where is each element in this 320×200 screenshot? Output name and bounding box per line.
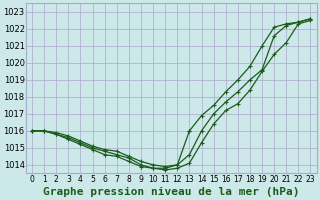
- X-axis label: Graphe pression niveau de la mer (hPa): Graphe pression niveau de la mer (hPa): [43, 186, 300, 197]
